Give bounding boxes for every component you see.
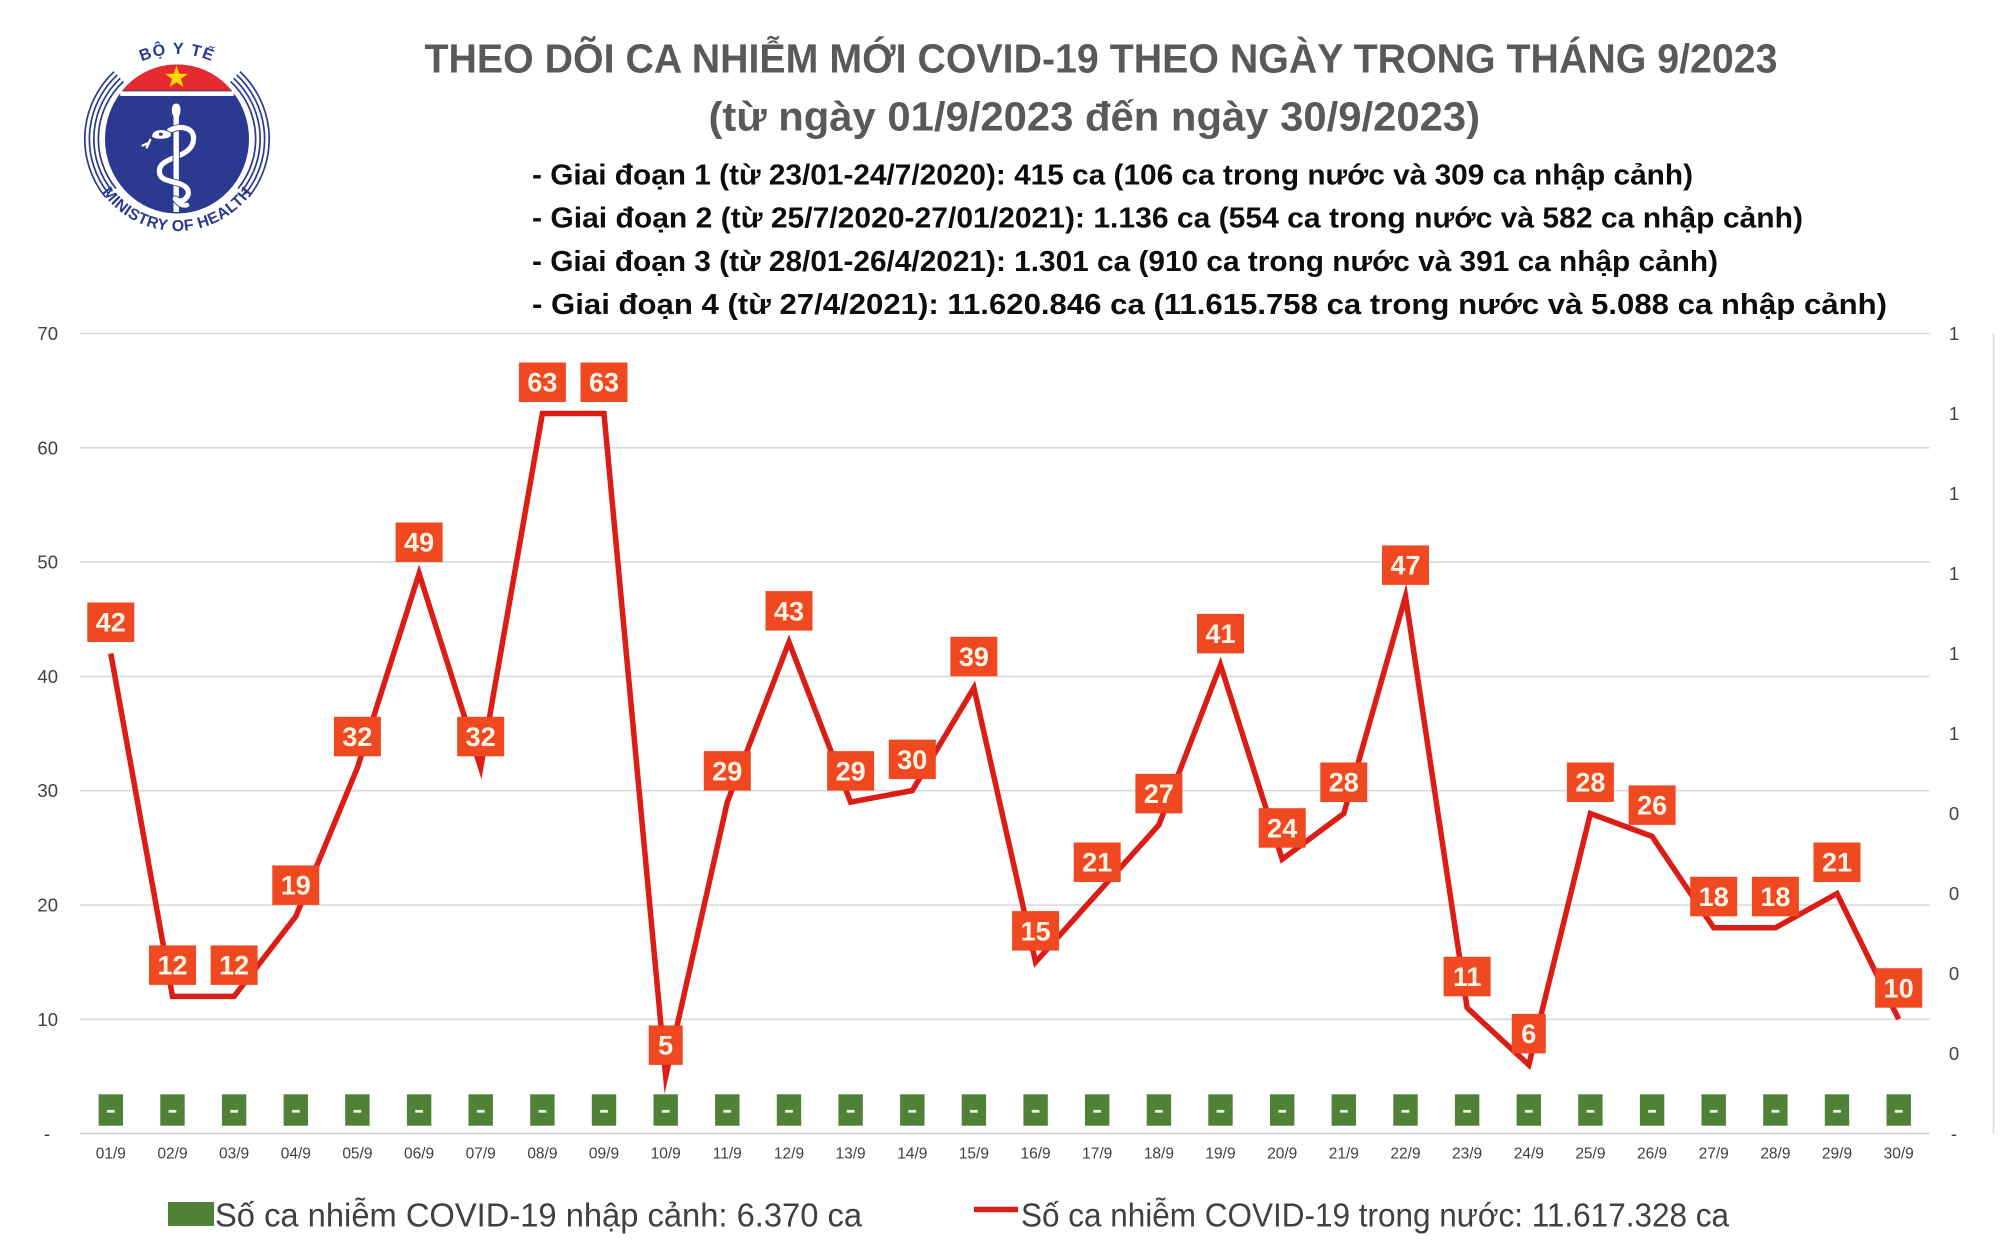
svg-text:32: 32 xyxy=(466,722,496,752)
svg-text:-: - xyxy=(44,1123,50,1144)
svg-text:50: 50 xyxy=(37,552,58,573)
svg-text:28: 28 xyxy=(1575,768,1605,798)
svg-text:12: 12 xyxy=(157,951,187,981)
svg-text:24/9: 24/9 xyxy=(1514,1146,1544,1163)
svg-text:03/9: 03/9 xyxy=(219,1146,249,1163)
svg-text:63: 63 xyxy=(589,368,619,398)
svg-text:02/9: 02/9 xyxy=(157,1146,187,1163)
svg-text:1: 1 xyxy=(1949,563,1959,584)
svg-text:15: 15 xyxy=(1021,916,1051,946)
svg-text:27/9: 27/9 xyxy=(1699,1146,1729,1163)
svg-text:27: 27 xyxy=(1144,779,1174,809)
svg-text:(từ ngày 01/9/2023 đến ngày 30: (từ ngày 01/9/2023 đến ngày 30/9/2023) xyxy=(709,93,1481,139)
svg-text:10/9: 10/9 xyxy=(651,1146,681,1163)
svg-text:1: 1 xyxy=(1949,323,1959,344)
svg-text:18/9: 18/9 xyxy=(1144,1146,1174,1163)
svg-text:14/9: 14/9 xyxy=(897,1146,927,1163)
svg-text:26: 26 xyxy=(1637,791,1667,821)
svg-text:07/9: 07/9 xyxy=(466,1146,496,1163)
svg-text:32: 32 xyxy=(342,722,372,752)
svg-text:1: 1 xyxy=(1949,483,1959,504)
svg-text:0: 0 xyxy=(1949,803,1959,824)
svg-text:29: 29 xyxy=(712,756,742,786)
svg-text:0: 0 xyxy=(1949,1043,1959,1064)
svg-text:29/9: 29/9 xyxy=(1822,1146,1852,1163)
svg-text:01/9: 01/9 xyxy=(96,1146,126,1163)
svg-text:Số ca nhiễm COVID-19 trong nướ: Số ca nhiễm COVID-19 trong nước: 11.617.… xyxy=(1021,1197,1729,1235)
svg-text:21: 21 xyxy=(1082,848,1112,878)
svg-text:24: 24 xyxy=(1267,813,1297,843)
svg-text:30: 30 xyxy=(897,745,927,775)
svg-text:06/9: 06/9 xyxy=(404,1146,434,1163)
svg-text:63: 63 xyxy=(527,368,557,398)
svg-text:11: 11 xyxy=(1453,962,1482,992)
svg-text:THEO DÕI CA NHIỄM MỚI COVID-19: THEO DÕI CA NHIỄM MỚI COVID-19 THEO NGÀY… xyxy=(425,35,1778,81)
svg-text:47: 47 xyxy=(1390,551,1420,581)
svg-text:40: 40 xyxy=(37,666,58,687)
svg-text:60: 60 xyxy=(37,437,58,458)
svg-text:18: 18 xyxy=(1760,882,1790,912)
svg-text:22/9: 22/9 xyxy=(1390,1146,1420,1163)
svg-text:5: 5 xyxy=(658,1031,673,1061)
svg-text:11/9: 11/9 xyxy=(713,1146,742,1163)
svg-text:28: 28 xyxy=(1329,768,1359,798)
svg-text:30/9: 30/9 xyxy=(1884,1146,1914,1163)
svg-text:0: 0 xyxy=(1949,883,1959,904)
svg-text:21/9: 21/9 xyxy=(1329,1146,1359,1163)
svg-text:12: 12 xyxy=(219,951,249,981)
svg-text:Số ca nhiễm COVID-19 nhập cảnh: Số ca nhiễm COVID-19 nhập cảnh: 6.370 ca xyxy=(215,1197,862,1235)
svg-text:-: - xyxy=(1951,1123,1957,1144)
svg-text:70: 70 xyxy=(37,323,58,344)
svg-text:19/9: 19/9 xyxy=(1205,1146,1235,1163)
svg-text:49: 49 xyxy=(404,528,434,558)
svg-text:30: 30 xyxy=(37,780,58,801)
svg-text:13/9: 13/9 xyxy=(836,1146,866,1163)
svg-text:19: 19 xyxy=(281,871,311,901)
svg-text:09/9: 09/9 xyxy=(589,1146,619,1163)
svg-text:- Giai đoạn 2 (từ 25/7/2020-27: - Giai đoạn 2 (từ 25/7/2020-27/01/2021):… xyxy=(532,203,1803,235)
svg-text:12/9: 12/9 xyxy=(774,1146,804,1163)
svg-text:26/9: 26/9 xyxy=(1637,1146,1667,1163)
svg-text:- Giai đoạn 4 (từ 27/4/2021):: - Giai đoạn 4 (từ 27/4/2021): 11.620.846… xyxy=(532,289,1887,321)
svg-text:28/9: 28/9 xyxy=(1760,1146,1790,1163)
svg-text:6: 6 xyxy=(1521,1019,1536,1049)
svg-text:16/9: 16/9 xyxy=(1021,1146,1051,1163)
svg-text:20/9: 20/9 xyxy=(1267,1146,1297,1163)
svg-text:05/9: 05/9 xyxy=(342,1146,372,1163)
svg-text:10: 10 xyxy=(37,1009,58,1030)
svg-text:15/9: 15/9 xyxy=(959,1146,989,1163)
svg-text:42: 42 xyxy=(96,608,126,638)
svg-text:1: 1 xyxy=(1949,723,1959,744)
svg-text:39: 39 xyxy=(959,642,989,672)
svg-text:29: 29 xyxy=(836,756,866,786)
svg-text:41: 41 xyxy=(1205,619,1235,649)
svg-text:43: 43 xyxy=(774,596,804,626)
svg-text:23/9: 23/9 xyxy=(1452,1146,1482,1163)
svg-text:17/9: 17/9 xyxy=(1082,1146,1112,1163)
svg-text:25/9: 25/9 xyxy=(1575,1146,1605,1163)
svg-text:10: 10 xyxy=(1884,973,1914,1003)
svg-text:21: 21 xyxy=(1822,848,1852,878)
svg-text:18: 18 xyxy=(1699,882,1729,912)
svg-text:0: 0 xyxy=(1949,963,1959,984)
svg-text:- Giai đoạn 1 (từ 23/01-24/7/2: - Giai đoạn 1 (từ 23/01-24/7/2020): 415 … xyxy=(532,159,1693,191)
svg-text:1: 1 xyxy=(1949,643,1959,664)
svg-text:1: 1 xyxy=(1949,403,1959,424)
svg-text:08/9: 08/9 xyxy=(527,1146,557,1163)
svg-text:- Giai đoạn 3 (từ 28/01-26/4/2: - Giai đoạn 3 (từ 28/01-26/4/2021): 1.30… xyxy=(532,246,1718,278)
svg-text:04/9: 04/9 xyxy=(281,1146,311,1163)
svg-text:20: 20 xyxy=(37,895,58,916)
